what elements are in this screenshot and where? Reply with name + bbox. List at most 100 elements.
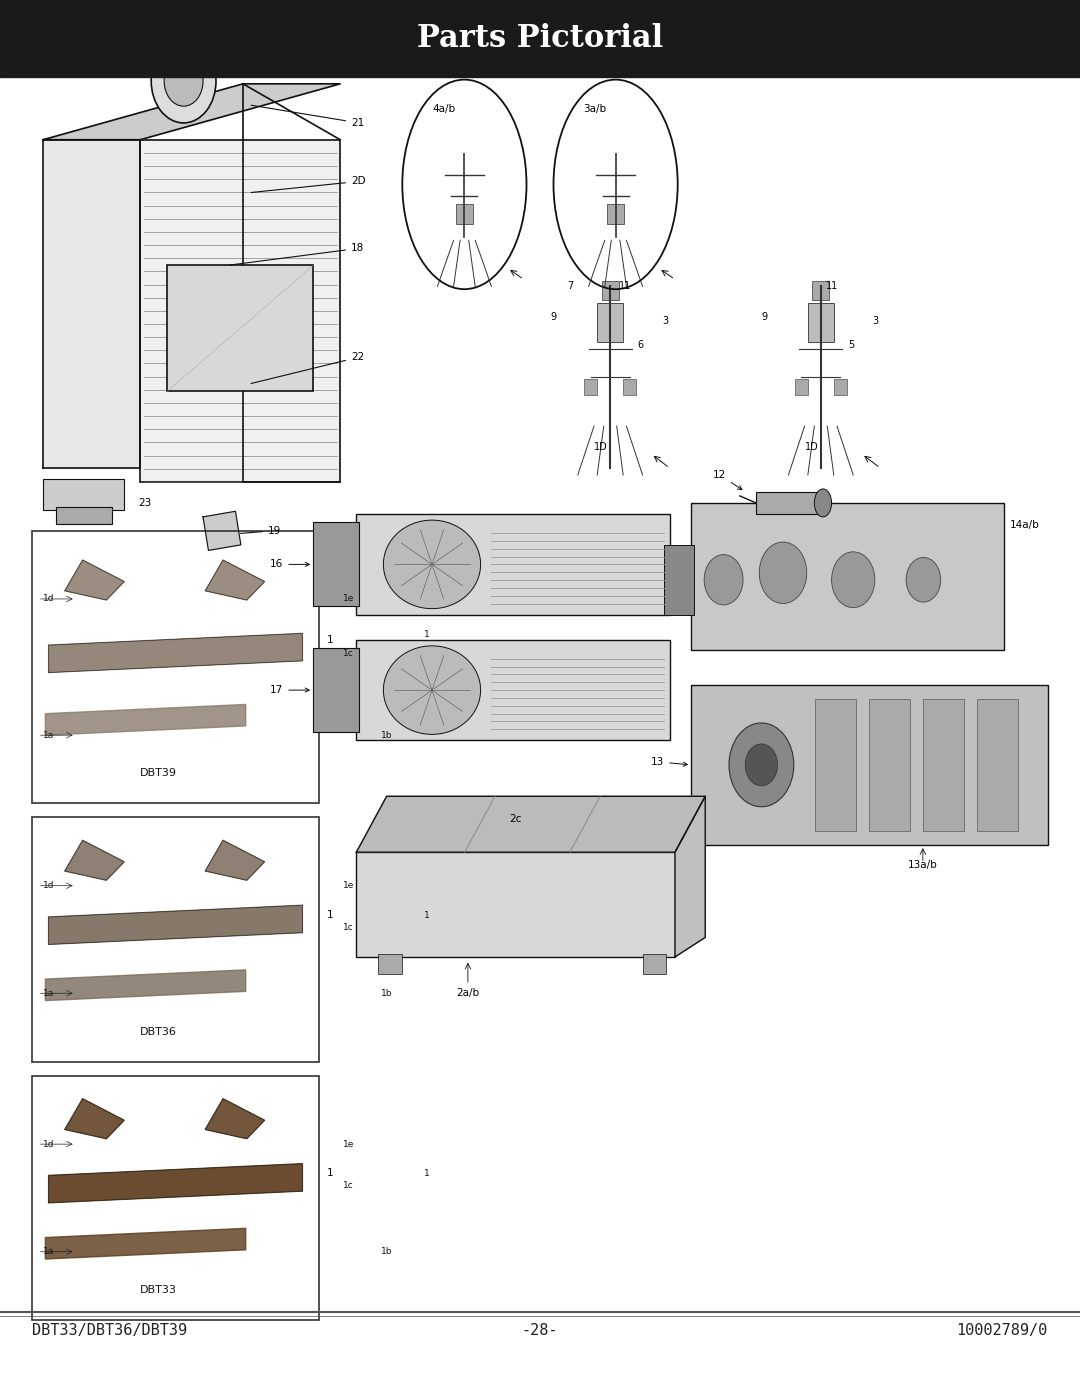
Text: 18: 18 — [230, 243, 364, 265]
Bar — [607, 204, 624, 224]
Circle shape — [151, 39, 216, 123]
Text: 1d: 1d — [43, 1140, 55, 1148]
Text: Parts Pictorial: Parts Pictorial — [417, 22, 663, 54]
Text: 6: 6 — [637, 339, 644, 351]
Bar — [623, 379, 636, 395]
Text: 1a: 1a — [43, 989, 54, 997]
Text: 1b: 1b — [381, 1248, 392, 1256]
Text: 22: 22 — [252, 352, 364, 384]
Text: 1a: 1a — [43, 731, 54, 739]
Circle shape — [164, 56, 203, 106]
Polygon shape — [203, 511, 241, 550]
Bar — [356, 640, 670, 740]
Text: 11: 11 — [826, 281, 838, 292]
Text: 9: 9 — [761, 312, 768, 323]
Bar — [795, 379, 808, 395]
Text: 1b: 1b — [381, 731, 392, 739]
Text: 1e: 1e — [343, 882, 354, 890]
Text: DBT33/DBT36/DBT39: DBT33/DBT36/DBT39 — [32, 1323, 188, 1338]
Bar — [977, 698, 1018, 831]
Bar — [356, 852, 675, 957]
Bar — [597, 303, 623, 342]
Text: DBT39: DBT39 — [139, 768, 177, 778]
Circle shape — [704, 555, 743, 605]
Polygon shape — [65, 841, 124, 880]
Text: 1d: 1d — [43, 595, 55, 604]
Text: 14a/b: 14a/b — [1010, 520, 1040, 529]
Text: 23: 23 — [138, 497, 151, 509]
Text: 1b: 1b — [381, 989, 392, 997]
Text: 1: 1 — [327, 909, 334, 921]
Text: 16: 16 — [270, 559, 309, 570]
Bar — [456, 204, 473, 224]
Bar — [691, 503, 1004, 650]
Polygon shape — [45, 970, 246, 1000]
Text: 3a/b: 3a/b — [583, 103, 606, 113]
Text: 1: 1 — [327, 1168, 334, 1179]
Bar — [664, 545, 694, 615]
Circle shape — [745, 743, 778, 785]
Text: 19: 19 — [241, 525, 281, 535]
Bar — [691, 685, 1048, 845]
Bar — [0, 0, 1080, 77]
Text: 2D: 2D — [252, 176, 366, 193]
Circle shape — [832, 552, 875, 608]
Text: 1c: 1c — [343, 923, 353, 932]
Polygon shape — [675, 796, 705, 957]
Text: 1: 1 — [424, 630, 430, 638]
Bar — [834, 379, 847, 395]
Text: 1: 1 — [424, 911, 430, 919]
Polygon shape — [205, 841, 265, 880]
Bar — [32, 1076, 319, 1320]
Text: 13a/b: 13a/b — [908, 859, 937, 869]
Bar — [815, 698, 856, 831]
Text: 2a/b: 2a/b — [457, 988, 480, 997]
Polygon shape — [205, 560, 265, 601]
Polygon shape — [356, 796, 705, 852]
Polygon shape — [49, 905, 302, 944]
Text: 13: 13 — [651, 757, 687, 767]
Polygon shape — [49, 633, 302, 672]
Bar — [808, 303, 834, 342]
Polygon shape — [43, 84, 340, 140]
Bar — [378, 954, 402, 974]
Text: 1D: 1D — [805, 441, 819, 453]
Text: 1: 1 — [424, 1169, 430, 1178]
Circle shape — [759, 542, 807, 604]
Text: 5: 5 — [848, 339, 854, 351]
Text: 3: 3 — [873, 316, 879, 327]
Bar — [140, 140, 340, 482]
Text: 21: 21 — [252, 105, 364, 127]
Polygon shape — [65, 1099, 124, 1139]
Text: 1D: 1D — [594, 441, 608, 453]
Text: 9: 9 — [551, 312, 557, 323]
Text: 1d: 1d — [43, 882, 55, 890]
Text: 7: 7 — [567, 281, 573, 292]
Bar — [756, 492, 821, 514]
Circle shape — [906, 557, 941, 602]
Polygon shape — [45, 704, 246, 735]
Bar — [584, 379, 597, 395]
Bar — [869, 698, 910, 831]
Ellipse shape — [383, 520, 481, 609]
Bar — [643, 954, 666, 974]
Ellipse shape — [383, 645, 481, 735]
Bar — [356, 514, 670, 615]
Bar — [56, 507, 112, 524]
Bar — [32, 817, 319, 1062]
Text: 10002789/0: 10002789/0 — [957, 1323, 1048, 1338]
Bar — [602, 281, 619, 300]
Text: DBT33: DBT33 — [140, 1285, 177, 1295]
Text: DBT36: DBT36 — [140, 1027, 177, 1037]
Text: 1c: 1c — [343, 650, 353, 658]
Text: 12: 12 — [713, 469, 742, 489]
Bar — [43, 479, 124, 510]
Text: 17: 17 — [270, 685, 309, 696]
Bar — [32, 531, 319, 803]
Text: -28-: -28- — [522, 1323, 558, 1338]
Text: 1e: 1e — [343, 1140, 354, 1148]
Bar — [812, 281, 829, 300]
Text: 1c: 1c — [343, 1182, 353, 1190]
Bar — [167, 265, 313, 391]
Bar — [313, 522, 359, 606]
